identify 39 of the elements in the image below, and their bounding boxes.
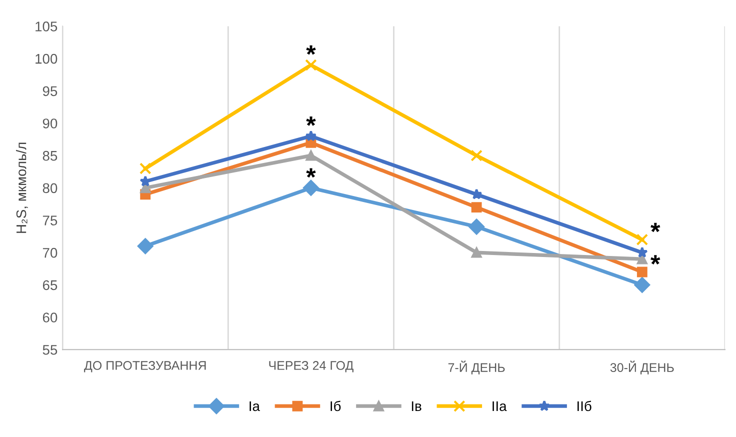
- annotation: *: [306, 116, 316, 126]
- point: [305, 59, 317, 71]
- y-tick-label: 80: [42, 183, 58, 194]
- point: [471, 247, 482, 258]
- y-tick-label: 70: [42, 248, 58, 258]
- legend-label: IIб: [578, 400, 592, 412]
- point: [636, 234, 648, 246]
- y-axis-title: H₂S, мкмоль/л: [16, 142, 28, 233]
- legend-label: Ia: [250, 401, 260, 412]
- point: [470, 150, 482, 162]
- point: [139, 162, 152, 174]
- point: [305, 130, 317, 142]
- y-tick-label: 105: [36, 22, 58, 32]
- x-tick-label: ДО ПРОТЕЗУВАННЯ: [84, 361, 206, 372]
- y-tick-label: 100: [36, 54, 58, 64]
- point: [306, 150, 316, 161]
- y-tick-label: 95: [42, 86, 58, 96]
- annotation: *: [306, 168, 316, 178]
- point: [137, 238, 154, 254]
- y-tick-label: 85: [42, 150, 58, 161]
- y-tick-label: 75: [42, 216, 58, 226]
- legend-label: Iб: [330, 400, 341, 412]
- point: [634, 277, 650, 293]
- point: [636, 266, 648, 278]
- annotation: *: [650, 222, 660, 232]
- point: [303, 180, 319, 196]
- legend-label: Iв: [412, 401, 422, 411]
- x-tick-label: 30-Й ДЕНЬ: [610, 360, 674, 374]
- x-tick-label: ЧЕРЕЗ 24 ГОД: [269, 361, 354, 372]
- annotation: *: [650, 255, 660, 264]
- x-tick-label: 7-Й ДЕНЬ: [448, 360, 505, 374]
- legend-label: IIa: [492, 401, 507, 412]
- annotation: *: [306, 45, 316, 55]
- y-tick-label: 55: [42, 345, 58, 355]
- point: [471, 202, 482, 213]
- y-tick-label: 60: [42, 312, 58, 322]
- y-tick-label: 90: [42, 118, 58, 128]
- y-tick-label: 65: [42, 280, 58, 290]
- point: [468, 218, 484, 235]
